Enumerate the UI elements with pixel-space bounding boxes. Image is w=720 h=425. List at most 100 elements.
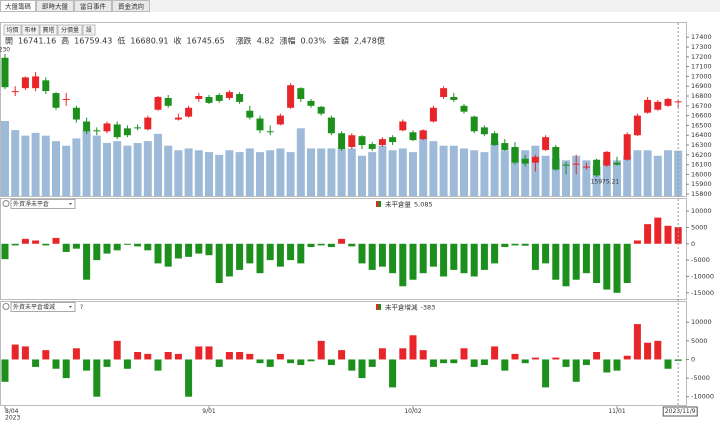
tab[interactable]: [74, 0, 112, 12]
volume-bar: [470, 150, 479, 196]
toolbar-button[interactable]: [39, 24, 58, 36]
volume-bar: [317, 148, 326, 196]
bar: [338, 350, 346, 360]
quote-text: 16745.65: [187, 37, 225, 46]
bar: [72, 243, 80, 249]
candle-body: [399, 121, 407, 131]
tab-label[interactable]: 大盤籌碼: [5, 2, 32, 11]
candle-body: [185, 107, 193, 117]
bar: [113, 340, 121, 360]
bar: [297, 359, 305, 366]
volume-bar: [500, 150, 509, 196]
indicator-title[interactable]: 外資未平倉增減: [13, 303, 55, 311]
candle-body: [582, 166, 590, 168]
indicator-select[interactable]: [10, 199, 76, 209]
tab[interactable]: [112, 0, 150, 12]
bar: [154, 243, 162, 264]
bar: [256, 359, 264, 364]
bar: [644, 224, 652, 244]
tab-label[interactable]: 當日事件: [80, 2, 107, 11]
volume-bar: [429, 141, 438, 196]
tab[interactable]: [0, 0, 36, 12]
bar: [664, 359, 672, 369]
close-icon[interactable]: [2, 303, 10, 310]
toolbar-button[interactable]: [57, 24, 83, 36]
cursor-date-box: [662, 406, 698, 417]
bar: [338, 238, 346, 244]
y-tick-label: 16100: [691, 161, 712, 169]
bar: [358, 243, 366, 264]
indicator-title[interactable]: 外資淨未平倉: [13, 200, 49, 208]
volume-bar: [337, 148, 346, 196]
bar: [348, 359, 356, 371]
bar: [266, 243, 274, 261]
dropdown-arrow: [69, 203, 72, 205]
tab-label[interactable]: 即時大盤: [42, 2, 69, 11]
bar: [317, 340, 325, 360]
tab-label[interactable]: 資金流向: [118, 2, 144, 11]
volume-bar: [103, 142, 111, 196]
volume-bar: [21, 135, 30, 196]
toolbar-label[interactable]: 分價量: [61, 26, 79, 34]
candle-body: [603, 151, 611, 166]
toolbar-label[interactable]: 設: [86, 26, 92, 34]
close-icon[interactable]: [2, 200, 10, 207]
tab[interactable]: [36, 0, 74, 12]
candle-body: [256, 118, 264, 131]
y-tick-label: -10000: [691, 393, 714, 401]
candle-body: [52, 93, 60, 108]
bar: [389, 359, 397, 388]
toolbar-button[interactable]: [21, 24, 40, 36]
candle-body: [358, 136, 366, 146]
candle-body: [664, 98, 672, 106]
bar: [93, 243, 101, 261]
candle-body: [593, 159, 601, 176]
bar: [664, 225, 672, 244]
volume-bar: [460, 148, 468, 196]
bar: [531, 357, 539, 360]
candle-body: [572, 163, 580, 165]
bar: [11, 344, 19, 360]
volume-bar: [613, 160, 621, 196]
bar: [542, 359, 550, 388]
volume-bar: [286, 152, 295, 196]
cursor-date: 2023/11/9: [665, 408, 696, 415]
toolbar-label[interactable]: 均價: [6, 26, 18, 34]
bar: [246, 243, 254, 264]
candle-body: [654, 101, 662, 110]
bar: [215, 243, 223, 283]
year-label: 2023: [5, 415, 20, 422]
candle-body: [552, 146, 560, 170]
toolbar-label[interactable]: 寶塔: [42, 26, 54, 34]
bar: [11, 243, 19, 246]
candle-body: [42, 80, 50, 92]
toolbar-label[interactable]: 布林: [24, 26, 36, 34]
help-icon[interactable]: ?: [80, 304, 83, 311]
bar: [205, 243, 213, 256]
bar: [531, 243, 539, 270]
candle-body: [378, 139, 386, 146]
candle-body: [368, 144, 376, 149]
bar: [511, 243, 519, 246]
toolbar-button[interactable]: [3, 24, 22, 36]
bar: [164, 243, 172, 267]
bar: [378, 243, 386, 267]
candle-body: [164, 97, 172, 106]
x-tick-label: 10/02: [404, 408, 421, 415]
bar: [501, 243, 509, 248]
bar: [429, 359, 437, 367]
bar: [562, 243, 570, 287]
bar: [654, 340, 662, 360]
quote-text: 16680.91: [130, 37, 168, 46]
indicator-select[interactable]: [10, 302, 76, 312]
volume-bar: [31, 132, 40, 196]
volume-bar: [623, 155, 632, 196]
toolbar-button[interactable]: [82, 24, 96, 36]
y-tick-label: 17100: [691, 63, 712, 71]
candle-body: [480, 127, 488, 135]
volume-bar: [133, 142, 142, 196]
bar: [633, 240, 641, 244]
y-tick-label: 0: [691, 355, 695, 363]
bar: [256, 243, 264, 274]
y-tick-label: 16900: [691, 82, 712, 90]
